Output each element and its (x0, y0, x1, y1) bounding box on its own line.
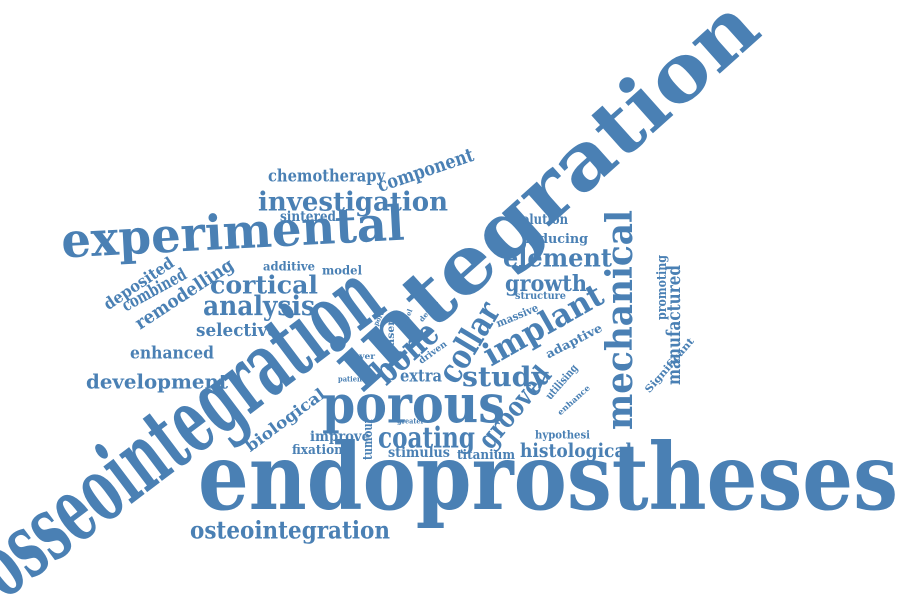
word-stimulus: stimulus (388, 445, 450, 462)
word-porous: porous (322, 374, 505, 436)
word-enhanced: enhanced (130, 343, 214, 364)
word-extra: extra (400, 366, 442, 387)
word-greater: greater (397, 416, 424, 426)
word-titanium: titanium (457, 447, 515, 463)
word-element: element (503, 243, 612, 273)
word-development: development (86, 369, 228, 394)
word-investigation: investigation (258, 187, 448, 218)
word-cortical: cortical (210, 270, 318, 300)
word-structure: structure (515, 291, 566, 303)
word-sintered: sintered (280, 209, 336, 226)
word-hypothesi: hypothesi (535, 428, 590, 442)
word-analysis: analysis (203, 290, 315, 322)
word-selective: selective (196, 319, 278, 341)
word-patient: patient (338, 374, 365, 384)
word-osteointegration: osteointegration (190, 515, 390, 545)
word-endoprostheses: endoprostheses (198, 423, 898, 532)
word-additive: additive (263, 259, 315, 274)
word-promoting: promoting (654, 255, 670, 320)
word-coating: coating (378, 420, 475, 455)
word-chemotherapy: chemotherapy (268, 166, 385, 187)
word-growth: growth (505, 270, 587, 297)
word-improve: improve (310, 429, 370, 446)
word-layer: layer (350, 350, 375, 361)
word-laser: laser (386, 320, 398, 350)
word-solution: solution (515, 212, 568, 229)
word-study: study (462, 361, 548, 393)
word-model: model (322, 263, 362, 278)
word-histological: histological (520, 440, 632, 463)
word-fixation: fixation (292, 442, 343, 458)
word-tumour: tumour (360, 418, 376, 460)
word-inducing: inducing (525, 231, 588, 247)
